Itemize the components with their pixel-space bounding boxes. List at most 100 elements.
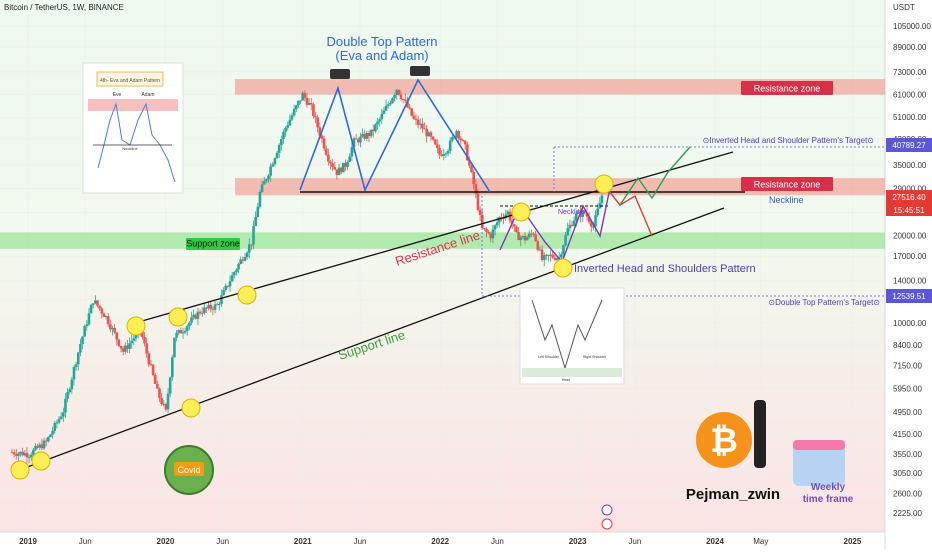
candle-body [527,233,531,238]
candle-body [429,132,433,137]
candle-body [517,231,520,241]
candle-body [329,161,332,164]
candle-body [401,98,405,100]
candle-body [123,345,127,352]
price-tick-label: 3050.00 [893,469,922,478]
candle-body [21,451,24,456]
candle-body [297,100,300,106]
candle-body [215,304,219,306]
candle-body [121,348,125,352]
zone-label-box [741,81,833,95]
inset-left-shoulder: Left Shoulder [538,355,560,359]
price-tick-label: 2225.00 [893,509,922,518]
candle-body [395,89,399,96]
candle-body [151,364,155,376]
candle-body [166,393,170,410]
candle-body [226,285,230,287]
candle-body [66,392,69,399]
candle-body [130,340,133,344]
candle-body [600,195,604,203]
candle-body [339,167,343,173]
candle-body [489,233,493,239]
price-axis-panel [885,0,932,550]
candle-body [181,332,185,334]
price-tick-label: 4150.00 [893,430,922,439]
candle-body [143,336,146,344]
candle-body [27,456,31,458]
candle-body [530,233,533,235]
candle-body [83,326,86,337]
dt-target-label: ⊙Double Top Pattern's Target⊙ [768,298,880,307]
candle-body [38,444,42,448]
candle-body [335,169,339,176]
candle-body [141,330,144,337]
event-icon [601,504,613,516]
candle-body [515,226,518,232]
candle-body [85,324,89,327]
candle-body [391,98,394,103]
candle-body [102,313,106,317]
price-tick-label: 2600.00 [893,489,922,498]
candle-body [185,326,189,331]
candle-body [382,110,386,114]
candle-body [222,290,225,296]
candle-body [352,138,356,148]
candle-body [96,300,99,306]
candle-body [459,138,463,141]
zone-band [235,178,885,196]
covid-label: Covid [177,465,200,475]
candle-body [589,222,593,227]
candle-body [378,119,381,122]
candle-body [104,316,108,318]
candle-body [53,422,57,431]
time-tick-label: Jun [354,537,367,546]
zone-label-box [741,177,833,191]
highlight-circle [10,460,30,480]
candle-body [472,172,475,185]
countdown-box [886,204,932,216]
candle-body [448,140,452,151]
candle-body [555,258,559,260]
candle-body [68,389,72,393]
candle-body [346,161,349,167]
candle-body [414,118,418,120]
candle-body [545,254,548,256]
candle-body [196,311,200,319]
price-label-box [886,289,932,303]
candle-body [483,228,486,230]
candle-body [203,307,206,313]
candle-body [425,128,428,137]
candle-body [404,99,407,101]
candle-body [282,131,285,140]
candle-body [62,412,65,417]
candle-body [265,179,268,182]
candle-body [540,249,544,261]
candle-body [418,123,422,125]
neckline-label: Neckline [769,195,804,205]
time-tick-label: 2022 [431,537,449,546]
candle-body [171,357,174,378]
candle-body [463,140,467,145]
candle-body [224,285,228,291]
candle-body [397,89,401,95]
candle-body [502,218,505,220]
currency-label: USDT [893,3,915,12]
candle-body [158,388,161,398]
candle-body [256,206,260,217]
candle-body [147,353,151,365]
candle-body [44,440,48,442]
inset-band [88,99,178,111]
candle-body [55,422,59,424]
candle-body [245,252,249,258]
candle-body [247,244,251,253]
candle-body [322,138,326,149]
time-tick-label: 2021 [294,537,312,546]
timeframe-line2: time frame [803,494,854,505]
candle-body [423,128,426,130]
candle-body [254,216,257,227]
candle-body [350,147,354,157]
candle-body [79,343,82,353]
candle-body [250,244,253,246]
candle-body [303,92,307,98]
candle-body [566,228,570,236]
